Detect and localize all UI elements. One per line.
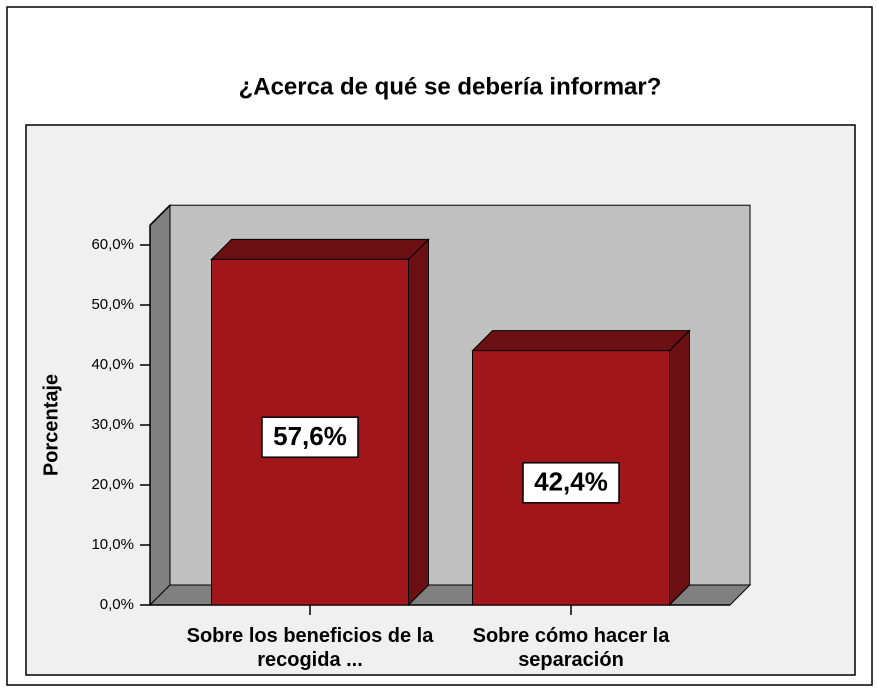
value-label-box xyxy=(522,462,620,504)
value-label-box xyxy=(261,416,359,458)
value-label: 42,4% xyxy=(534,467,608,497)
value-label: 57,6% xyxy=(273,421,347,451)
bar-top xyxy=(471,330,691,352)
x-tick-label-box: Sobre los beneficios de la recogida ... xyxy=(186,625,434,671)
bar-top xyxy=(210,238,430,260)
x-tick-label: Sobre los beneficios de la recogida ... xyxy=(186,625,434,671)
x-tick-label: Sobre cómo hacer la separación xyxy=(472,625,670,671)
side-wall xyxy=(149,203,171,607)
bar-side xyxy=(669,329,690,607)
y-axis-diag xyxy=(149,204,171,226)
y-tick-label: 30,0% xyxy=(91,416,134,433)
y-tick-label: 50,0% xyxy=(91,296,134,313)
y-tick-label: 10,0% xyxy=(91,536,134,553)
y-axis-label: Porcentaje xyxy=(40,374,62,476)
y-tick-label: 40,0% xyxy=(91,356,134,373)
y-tick-label: 0,0% xyxy=(100,596,134,613)
bar-side xyxy=(408,238,429,607)
y-tick-label: 60,0% xyxy=(91,236,134,253)
chart-title: ¿Acerca de qué se debería informar? xyxy=(239,73,662,100)
x-tick-label-box: Sobre cómo hacer la separación xyxy=(472,625,670,671)
y-tick-label: 20,0% xyxy=(91,476,134,493)
